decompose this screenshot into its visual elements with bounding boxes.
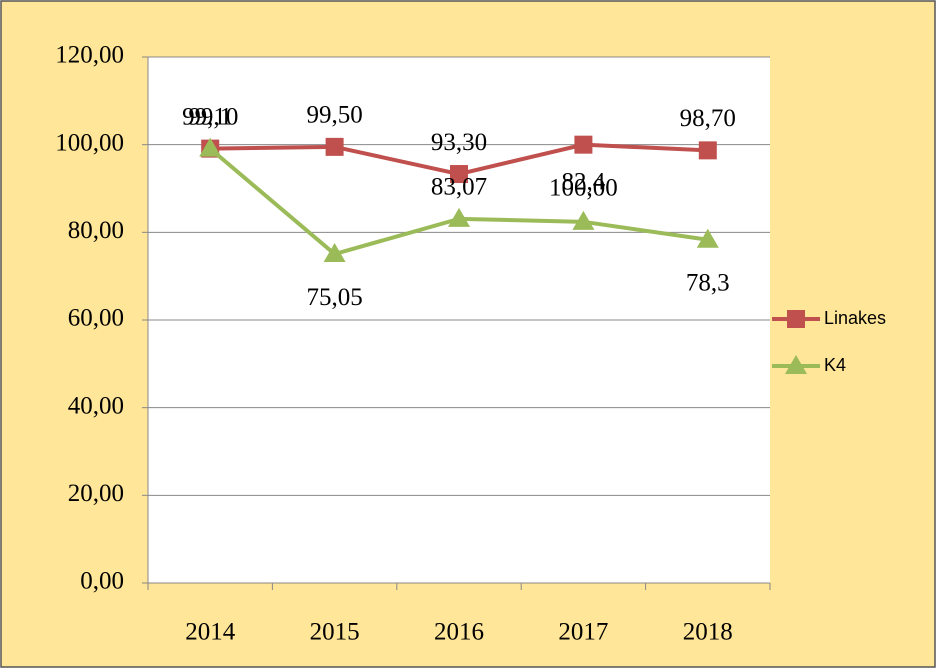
marker [323,243,346,263]
y-tick-label: 20,00 [68,480,124,507]
x-tick-label: 2017 [558,619,608,646]
y-tick-label: 60,00 [68,305,124,332]
marker [572,210,595,230]
data-label: 93,30 [431,129,487,156]
data-label: 75,05 [306,284,362,311]
data-label: 82,4 [562,169,606,196]
y-tick-label: 120,00 [55,42,124,69]
marker [696,228,719,248]
marker [698,141,717,160]
data-label: 78,3 [686,270,730,297]
marker [325,137,344,156]
legend-label: Linakes [824,308,886,328]
data-label: 99,50 [306,102,362,129]
x-tick-label: 2014 [185,619,236,646]
y-tick-label: 40,00 [68,392,124,419]
y-tick-label: 100,00 [55,129,124,156]
data-label: 83,07 [431,174,487,201]
marker [199,137,222,157]
y-tick-label: 0,00 [80,568,124,595]
marker [574,135,593,154]
data-label: 99,10 [182,103,238,130]
y-tick-label: 80,00 [68,217,124,244]
data-label: 99,1 [188,103,232,130]
x-tick-label: 2016 [434,619,484,646]
marker [448,207,470,227]
marker [787,310,805,328]
x-tick-label: 2018 [683,619,733,646]
data-label: 98,70 [680,105,736,132]
marker [785,355,807,374]
legend-label: K4 [824,355,846,375]
data-label: 100,00 [549,174,618,201]
x-tick-label: 2015 [310,619,360,646]
marker [450,165,468,184]
